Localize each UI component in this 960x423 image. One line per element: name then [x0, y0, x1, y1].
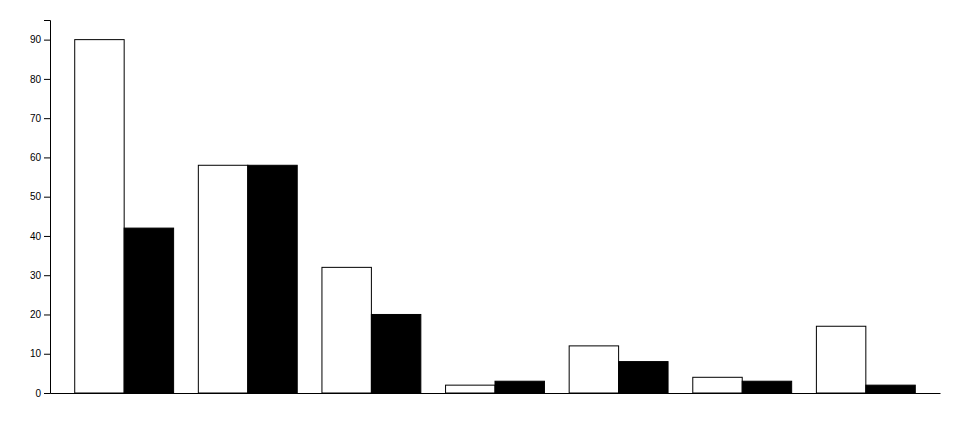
bar	[248, 165, 297, 393]
bar	[198, 165, 247, 393]
y-tick: 60	[30, 152, 50, 163]
bar	[75, 40, 124, 393]
y-tick-label: 20	[30, 309, 42, 320]
x-axis-line	[51, 393, 941, 394]
y-tick-label: 40	[30, 231, 42, 242]
y-tick-mark	[44, 354, 50, 355]
y-tick-label: 0	[35, 388, 41, 399]
y-tick: 20	[30, 309, 50, 320]
bar	[866, 385, 915, 393]
y-tick-label: 10	[30, 348, 42, 359]
x-axis	[51, 393, 941, 395]
bar	[322, 267, 371, 393]
y-tick-mark	[44, 40, 50, 41]
bar	[495, 381, 544, 393]
plot-area: 0 10 20 30 40 50 60 70 80 90	[30, 21, 941, 399]
y-axis-line	[44, 21, 51, 394]
bar	[619, 362, 668, 393]
series	[124, 165, 915, 393]
y-tick-mark	[44, 275, 50, 276]
y-tick-label: 30	[30, 270, 42, 281]
y-tick-mark	[44, 393, 50, 394]
y-tick-mark	[44, 157, 50, 158]
y-tick: 10	[30, 348, 50, 359]
y-tick: 80	[30, 74, 50, 85]
y-tick-mark	[44, 236, 50, 237]
y-tick-label: 50	[30, 191, 42, 202]
y-tick-mark	[44, 118, 50, 119]
y-tick-label: 90	[30, 34, 42, 45]
y-tick-label: 80	[30, 74, 42, 85]
y-tick-mark	[44, 314, 50, 315]
bar	[371, 314, 420, 393]
y-tick-label: 70	[30, 113, 42, 124]
bars	[75, 40, 916, 393]
y-tick-label: 60	[30, 152, 42, 163]
y-tick: 40	[30, 231, 50, 242]
bar	[693, 377, 742, 393]
y-tick: 50	[30, 191, 50, 202]
y-tick-mark	[44, 197, 50, 198]
y-axis: 0 10 20 30 40 50 60 70 80 90	[30, 21, 51, 399]
series	[75, 40, 866, 393]
y-tick: 90	[30, 34, 50, 45]
y-tick: 70	[30, 113, 50, 124]
y-tick: 0	[35, 388, 50, 399]
bar	[124, 228, 173, 393]
y-tick-mark	[44, 79, 50, 80]
chart-svg: 0 10 20 30 40 50 60 70 80 90	[0, 0, 960, 423]
bar	[742, 381, 791, 393]
bar	[446, 385, 495, 393]
bar	[569, 346, 618, 393]
y-tick: 30	[30, 270, 50, 281]
bar	[816, 326, 865, 393]
